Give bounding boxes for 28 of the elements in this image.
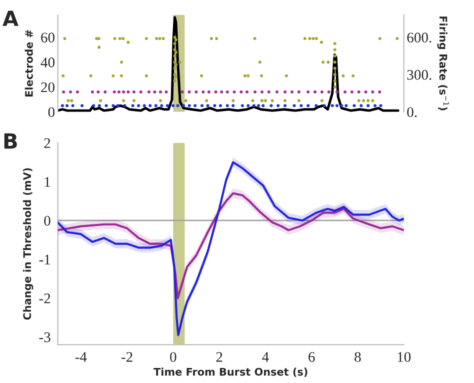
x-tick-label: 10 xyxy=(398,352,411,362)
y-tick-label: 60 xyxy=(41,32,54,42)
y2-tick-label: 0. xyxy=(407,107,417,118)
y2-axis-title: Firing Rate (s$^{−1}$) xyxy=(437,16,449,110)
y-tick-label: -3 xyxy=(39,332,50,342)
y2-tick-label: 300. xyxy=(407,70,432,80)
chart-title: B xyxy=(4,133,17,149)
y-tick-label: -1 xyxy=(39,254,50,264)
y-tick-label: 0 xyxy=(48,107,54,118)
chart-title: A xyxy=(2,10,18,26)
x-axis-title: Time From Burst Onset (s) xyxy=(154,368,308,377)
x-tick-label: 4 xyxy=(262,352,269,362)
y-tick-label: 0 xyxy=(44,216,50,226)
x-tick-label: 6 xyxy=(308,352,315,362)
x-tick-label: -2 xyxy=(122,352,132,362)
x-tick-label: 0 xyxy=(170,352,176,362)
x-tick-label: -4 xyxy=(75,352,87,362)
y-tick-label: 20 xyxy=(41,82,54,92)
line-series xyxy=(58,16,400,112)
y-tick-label: 40 xyxy=(40,58,54,68)
y-tick-label: 2 xyxy=(44,138,50,148)
y-axis-title: Electrode # xyxy=(24,30,33,96)
x-tick-label: 8 xyxy=(354,352,361,362)
y-tick-label: -2 xyxy=(39,294,50,304)
y2-tick-label: 600. xyxy=(407,32,432,43)
y-axis-title: Change in Threshold (mV) xyxy=(23,168,34,320)
y-tick-label: 1 xyxy=(44,177,50,187)
x-tick-label: 2 xyxy=(216,352,222,362)
